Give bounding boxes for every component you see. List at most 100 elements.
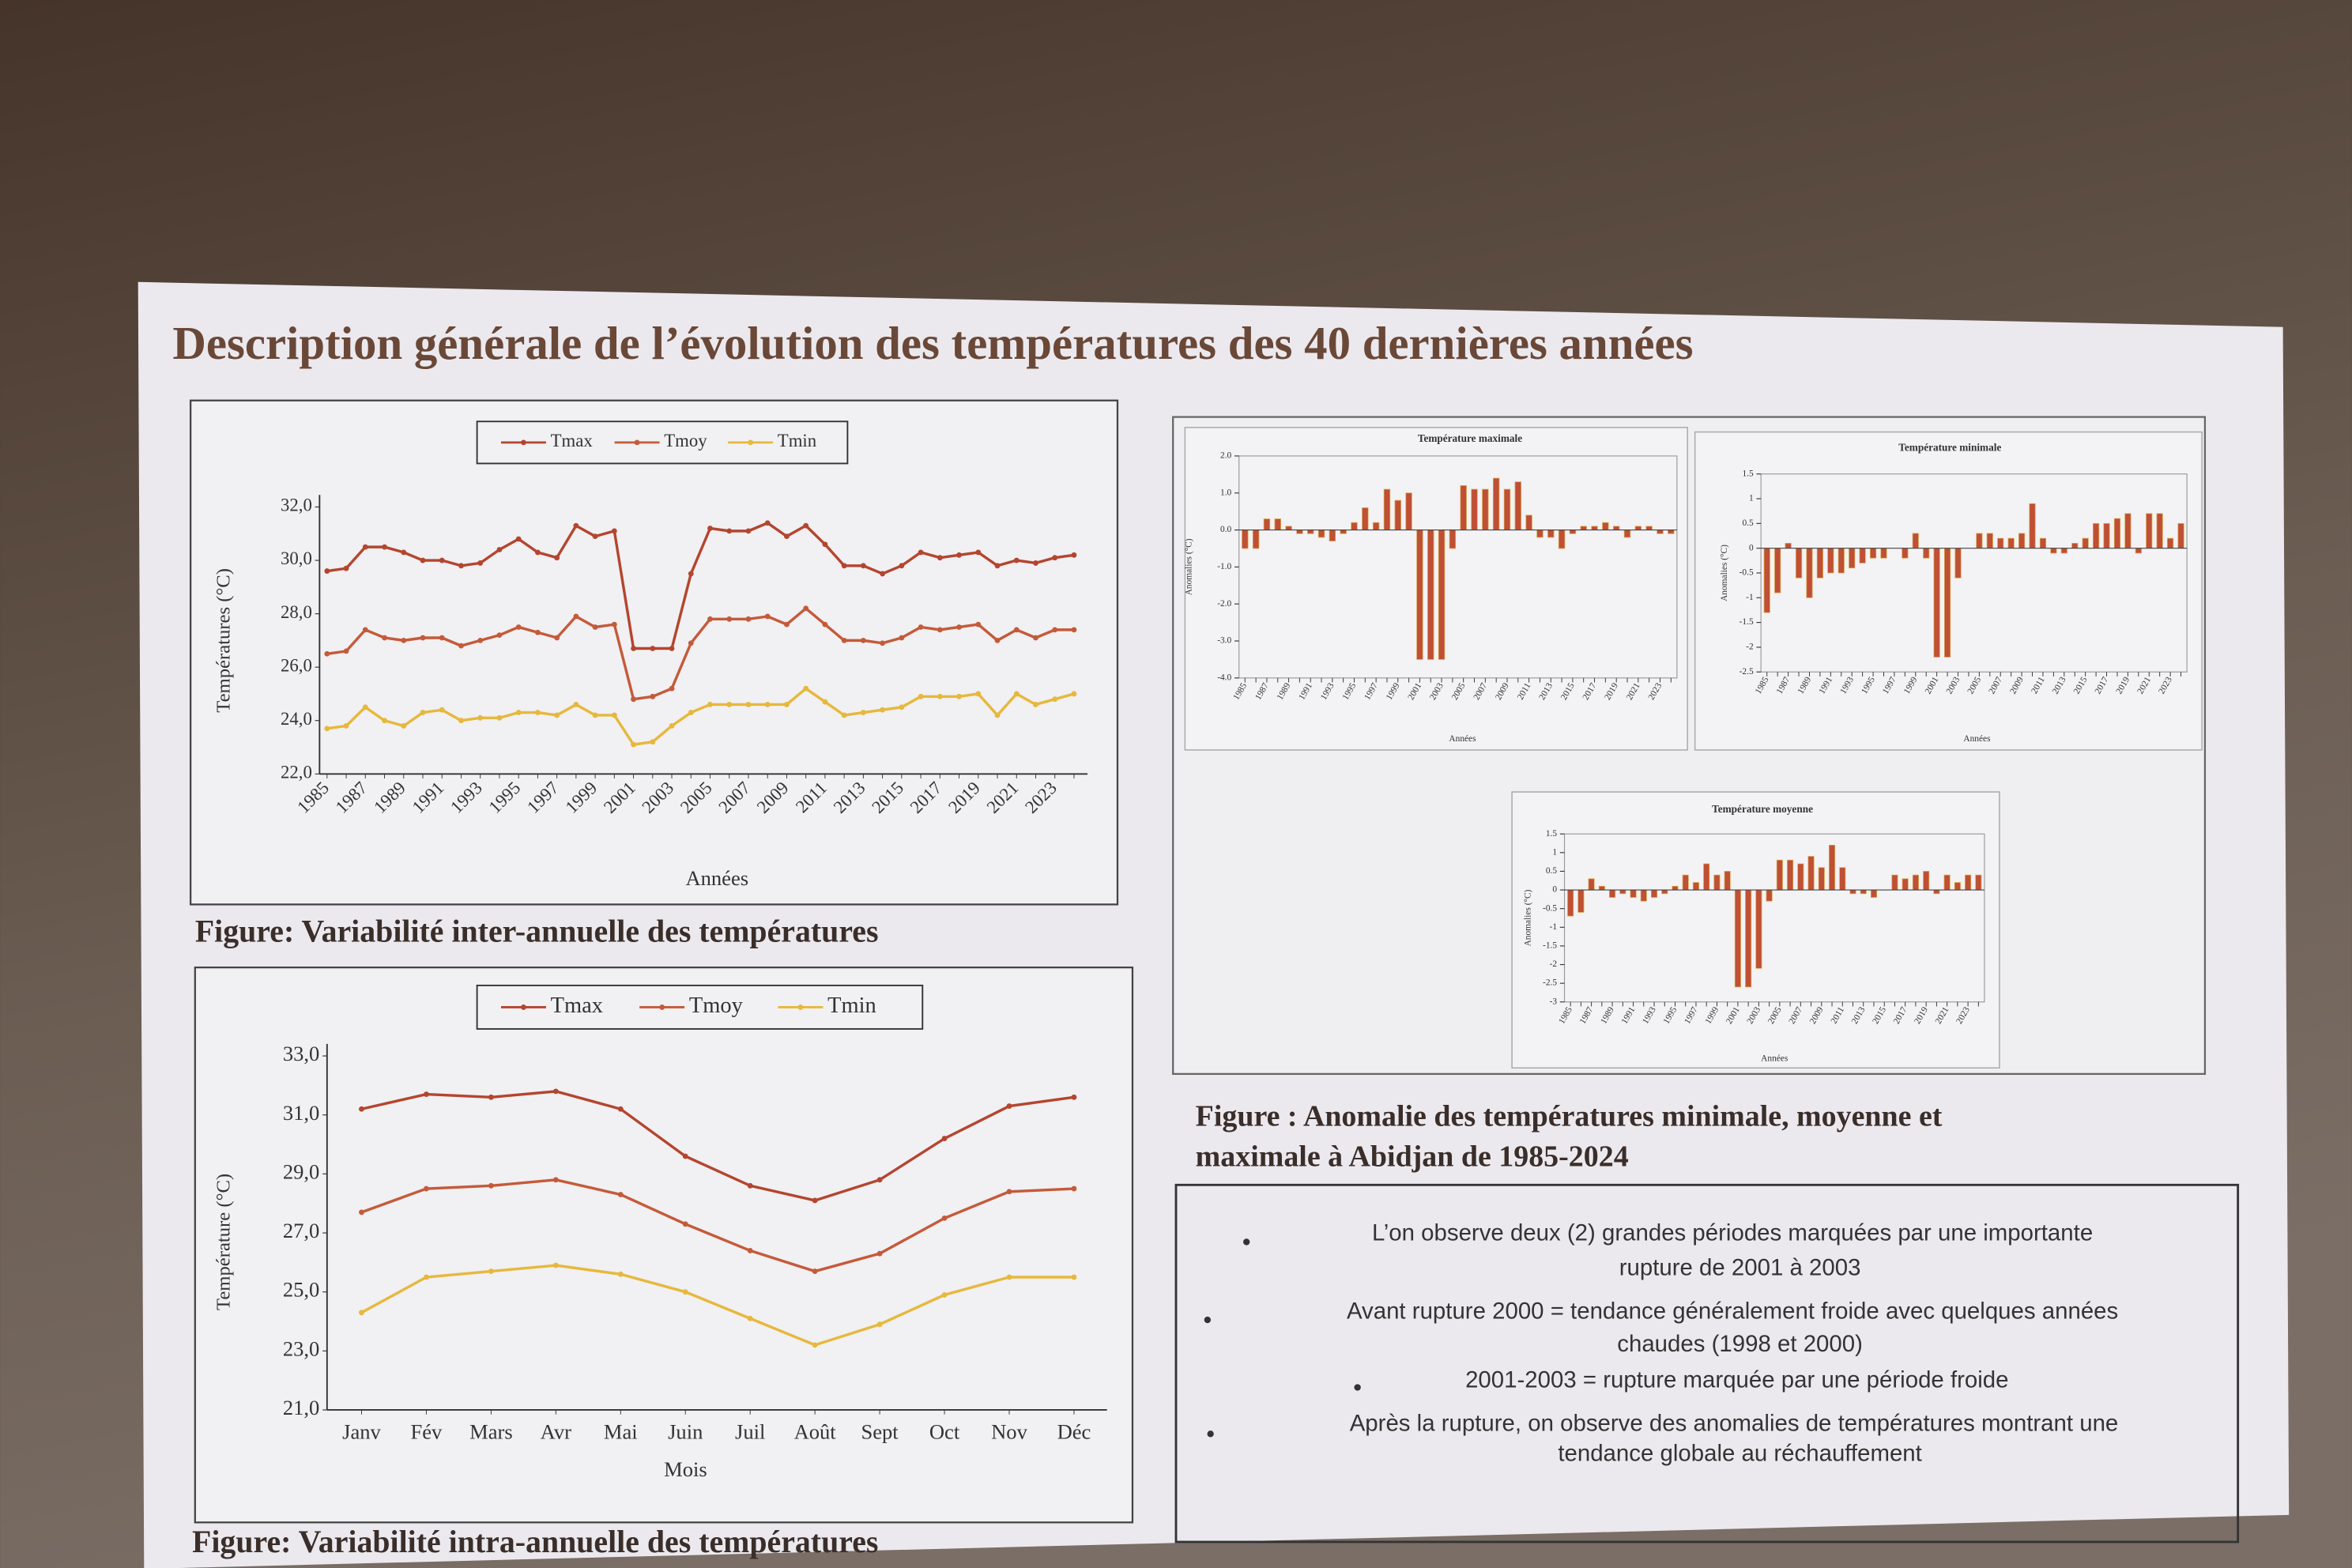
point [1033,635,1038,641]
bar [1623,530,1631,538]
bar [1745,889,1752,988]
bar [1645,526,1653,530]
y-tick-label: -2 [1746,643,1754,652]
point [631,741,636,748]
bullet-dot [1243,1238,1250,1246]
plot-area [1563,833,1985,1003]
x-axis-title: Années [685,866,748,890]
point [439,557,445,564]
bar [1242,530,1249,549]
bar [1703,863,1710,891]
bar [1492,477,1500,530]
bar [1668,530,1675,534]
y-tick-label: -2.5 [1543,978,1557,988]
point [401,637,407,643]
point [747,1248,753,1253]
point [956,624,962,630]
y-tick-label: 21,0 [283,1396,319,1419]
point [876,1250,883,1257]
y-tick-label: -2 [1550,959,1558,969]
point [1013,691,1020,697]
bar [1776,859,1783,891]
bar [1692,882,1699,891]
series-line [326,521,1075,650]
x-tick-label: Avr [541,1419,571,1443]
bar [1317,530,1325,538]
point [382,718,387,724]
legend-box [476,420,849,465]
point [876,1177,883,1183]
point [554,712,560,718]
y-tick-label: -3.0 [1217,636,1231,646]
y-tick-label: -4.0 [1217,673,1231,682]
x-tick-label: Déc [1057,1419,1091,1443]
legend-marker [634,439,640,446]
point [617,1192,624,1197]
chart-title: Température moyenne [1712,803,1813,815]
bar [1252,530,1260,549]
bar [1682,874,1689,891]
point [918,693,924,699]
y-tick-label: -3 [1550,997,1558,1006]
point [669,723,675,729]
legend-marker [659,1004,665,1010]
x-axis-title: Années [1449,734,1476,744]
bar [1859,548,1866,564]
bar [2124,513,2132,549]
y-axis-title: Anomalies (°C) [1185,538,1194,595]
bar [1943,548,1951,658]
text-box [1174,1183,2240,1544]
point [726,528,733,534]
bar [1965,874,1972,891]
point [1071,627,1077,633]
y-tick-label: -2.0 [1217,599,1231,609]
bar [1588,878,1595,891]
series-line [326,606,1074,701]
point [631,696,636,703]
y-tick-label: -1 [1746,593,1753,602]
bar [1902,548,1909,559]
point [803,605,809,612]
bar [1416,530,1423,660]
bullet-text: tendance globale au réchauffement [1558,1441,1922,1467]
bar [1602,522,1609,530]
point [1071,1094,1077,1100]
point [726,702,733,707]
point [688,571,694,577]
bar [1827,548,1834,574]
figure-caption: maximale à Abidjan de 1985-2024 [1196,1140,1629,1174]
series-line [360,1264,1074,1347]
legend-marker [521,439,526,446]
bar [2060,548,2067,554]
point [359,1310,364,1316]
bar [1525,514,1532,530]
y-axis-title: Température (°C) [213,1174,234,1310]
bar [2113,518,2121,549]
bar [1976,533,1983,549]
point [552,1262,559,1268]
point [1006,1189,1012,1195]
bar [1880,548,1887,559]
x-tick-label: Mars [469,1419,513,1443]
point [343,565,349,571]
bar [1329,530,1336,541]
point [439,635,445,641]
y-tick-label: 33,0 [283,1042,319,1065]
point [937,555,943,561]
point [747,1182,753,1189]
bar [1713,874,1721,891]
point [803,685,809,692]
point [899,563,905,569]
bar [1482,488,1489,530]
point [343,648,349,654]
bar [2146,513,2153,549]
y-tick-label: 28,0 [281,602,312,622]
x-tick-label: Fév [411,1419,443,1443]
series-line [361,1090,1075,1202]
y-tick-label: 0 [1749,543,1754,552]
x-tick-label: Nov [991,1419,1027,1443]
bullet-text: Après la rupture, on observe des anomali… [1350,1411,2119,1437]
point [488,1094,494,1100]
point [918,624,924,630]
